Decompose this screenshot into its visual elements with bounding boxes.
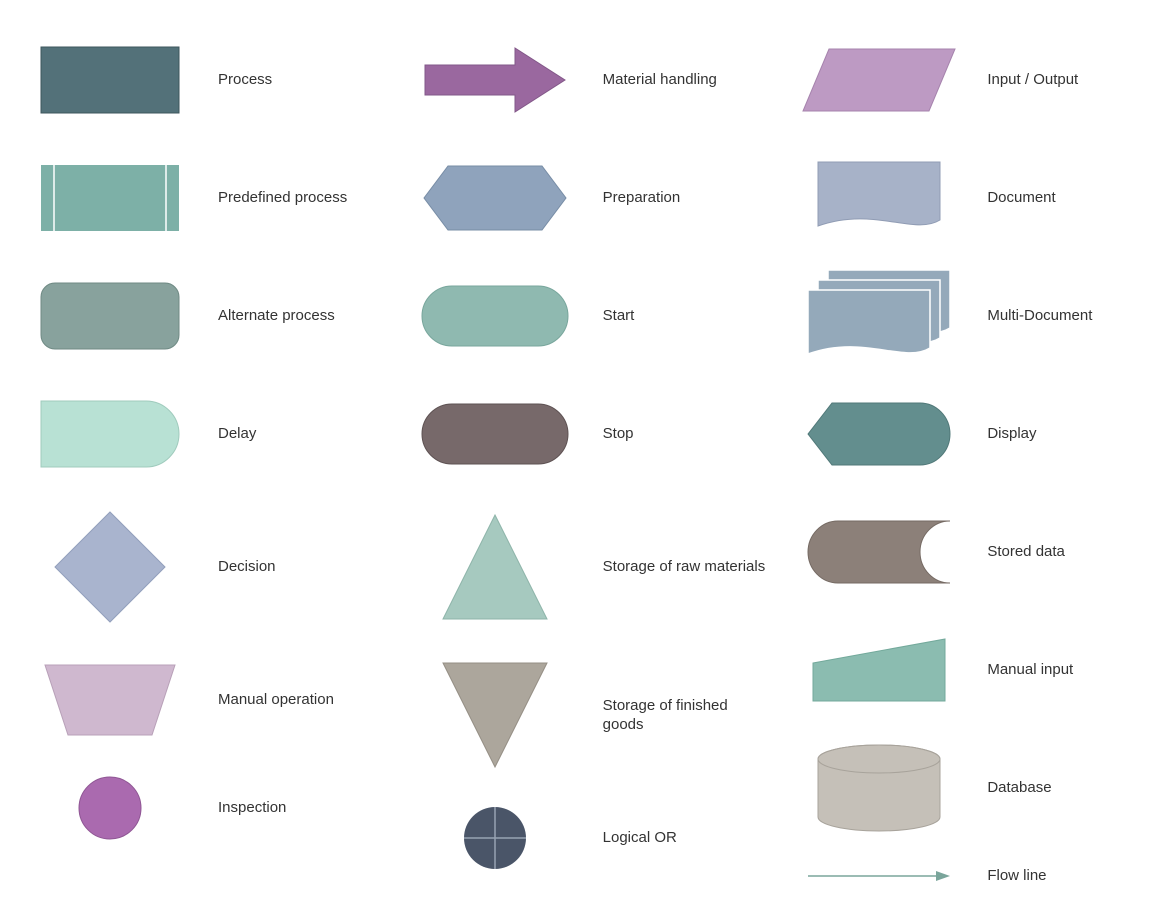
flow-line-label: Flow line <box>987 866 1046 886</box>
multi-document-shape <box>789 266 969 366</box>
multi-document-label: Multi-Document <box>987 306 1092 326</box>
delay-shape <box>20 400 200 468</box>
legend-item-manual-operation: Manual operation <box>20 650 385 750</box>
document-shape <box>789 158 969 238</box>
legend-item-start: Start <box>405 266 770 366</box>
process-shape <box>20 46 200 114</box>
display-icon <box>804 399 954 469</box>
manual-input-shape <box>789 635 969 705</box>
legend-item-storage-finished: Storage of finished goods <box>405 650 770 780</box>
stored-data-label: Stored data <box>987 542 1065 562</box>
logical-or-shape <box>405 805 585 871</box>
legend-item-display: Display <box>789 384 1154 484</box>
legend-item-multi-document: Multi-Document <box>789 266 1154 366</box>
legend-column-3: Input / Output Document Multi-Document <box>789 30 1154 914</box>
alternate-process-label: Alternate process <box>218 306 335 326</box>
legend-item-storage-raw: Storage of raw materials <box>405 502 770 632</box>
legend-item-stored-data: Stored data <box>789 502 1154 602</box>
database-icon <box>814 743 944 833</box>
input-output-label: Input / Output <box>987 70 1078 90</box>
stop-label: Stop <box>603 424 634 444</box>
legend-item-alternate-process: Alternate process <box>20 266 385 366</box>
input-output-shape <box>789 45 969 115</box>
material-handling-icon <box>420 40 570 120</box>
legend-item-predefined-process: Predefined process <box>20 148 385 248</box>
legend-item-process: Process <box>20 30 385 130</box>
process-icon <box>40 46 180 114</box>
legend-item-flow-line: Flow line <box>789 856 1154 896</box>
document-label: Document <box>987 188 1055 208</box>
input-output-icon <box>799 45 959 115</box>
alternate-process-icon <box>40 282 180 350</box>
legend-item-stop: Stop <box>405 384 770 484</box>
logical-or-label: Logical OR <box>603 828 677 848</box>
manual-operation-icon <box>40 660 180 740</box>
legend-item-preparation: Preparation <box>405 148 770 248</box>
preparation-shape <box>405 162 585 234</box>
stored-data-shape <box>789 517 969 587</box>
legend-item-material-handling: Material handling <box>405 30 770 130</box>
logical-or-icon <box>462 805 528 871</box>
database-shape <box>789 743 969 833</box>
predefined-process-icon <box>40 164 180 232</box>
decision-label: Decision <box>218 557 276 577</box>
predefined-process-shape <box>20 164 200 232</box>
material-handling-label: Material handling <box>603 70 717 90</box>
preparation-icon <box>420 162 570 234</box>
document-icon <box>814 158 944 238</box>
storage-raw-shape <box>405 507 585 627</box>
legend-item-logical-or: Logical OR <box>405 798 770 878</box>
start-label: Start <box>603 306 635 326</box>
inspection-shape <box>20 775 200 841</box>
start-shape <box>405 284 585 348</box>
storage-finished-icon <box>435 655 555 775</box>
inspection-icon <box>77 775 143 841</box>
storage-raw-icon <box>435 507 555 627</box>
storage-finished-label: Storage of finished goods <box>603 696 770 735</box>
legend-item-delay: Delay <box>20 384 385 484</box>
material-handling-shape <box>405 40 585 120</box>
stop-icon <box>420 402 570 466</box>
delay-icon <box>40 400 180 468</box>
stop-shape <box>405 402 585 466</box>
decision-shape <box>20 507 200 627</box>
legend-column-2: Material handling Preparation Start <box>405 30 770 914</box>
legend-item-decision: Decision <box>20 502 385 632</box>
manual-operation-shape <box>20 660 200 740</box>
inspection-label: Inspection <box>218 798 286 818</box>
legend-item-input-output: Input / Output <box>789 30 1154 130</box>
display-label: Display <box>987 424 1036 444</box>
flowchart-legend-grid: Process Predefined process Alternate pro… <box>20 30 1154 914</box>
delay-label: Delay <box>218 424 256 444</box>
manual-operation-label: Manual operation <box>218 690 334 710</box>
multi-document-icon <box>804 266 954 366</box>
process-label: Process <box>218 70 272 90</box>
display-shape <box>789 399 969 469</box>
legend-item-manual-input: Manual input <box>789 620 1154 720</box>
storage-raw-label: Storage of raw materials <box>603 557 766 577</box>
predefined-process-label: Predefined process <box>218 188 347 208</box>
manual-input-icon <box>809 635 949 705</box>
start-icon <box>420 284 570 348</box>
alternate-process-shape <box>20 282 200 350</box>
legend-item-inspection: Inspection <box>20 768 385 848</box>
legend-item-document: Document <box>789 148 1154 248</box>
flow-line-icon <box>804 866 954 886</box>
legend-item-database: Database <box>789 738 1154 838</box>
preparation-label: Preparation <box>603 188 681 208</box>
database-label: Database <box>987 778 1051 798</box>
manual-input-label: Manual input <box>987 660 1073 680</box>
flow-line-shape <box>789 866 969 886</box>
legend-column-1: Process Predefined process Alternate pro… <box>20 30 385 914</box>
stored-data-icon <box>804 517 954 587</box>
storage-finished-shape <box>405 655 585 775</box>
decision-icon <box>50 507 170 627</box>
